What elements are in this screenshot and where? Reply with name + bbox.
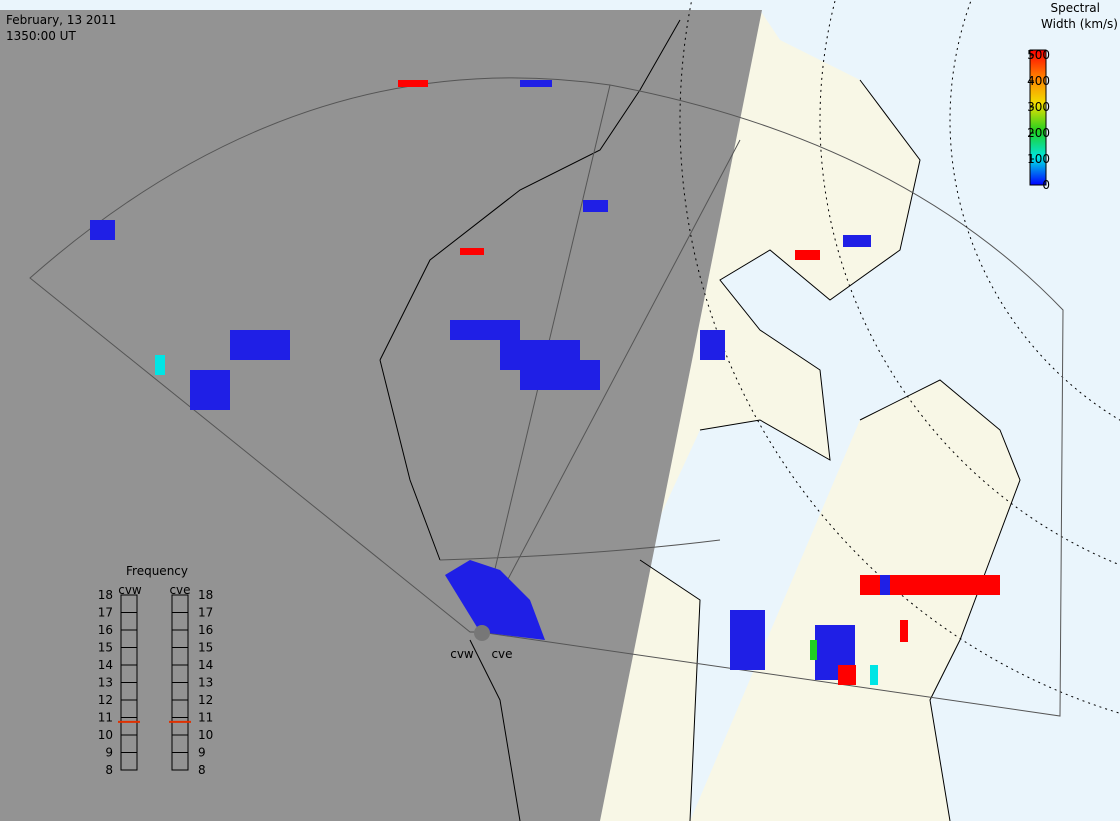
time-label: 1350:00 UT: [6, 29, 76, 43]
colorbar: [1029, 49, 1047, 186]
frequency-tick-label: 16: [198, 623, 213, 637]
frequency-tick-label: 11: [198, 711, 213, 725]
frequency-tick-label: 12: [98, 693, 113, 707]
station-marker: [474, 625, 490, 641]
frequency-tick-label: 14: [98, 658, 113, 672]
colorbar-tick-label: 500: [1027, 48, 1050, 62]
colorbar-title: Width (km/s): [1041, 17, 1118, 31]
frequency-tick-label: 18: [198, 588, 213, 602]
station-label: cve: [491, 647, 512, 661]
land-east: [690, 380, 1020, 821]
colorbar-tick-label: 300: [1027, 100, 1050, 114]
frequency-tick-label: 15: [98, 641, 113, 655]
frequency-tick-label: 14: [198, 658, 213, 672]
frequency-tick-label: 17: [198, 606, 213, 620]
colorbar-tick-label: 200: [1027, 126, 1050, 140]
frequency-title: Frequency: [126, 564, 188, 578]
frequency-tick-label: 9: [198, 746, 206, 760]
radar-name: cve: [169, 583, 190, 597]
frequency-tick-label: 15: [198, 641, 213, 655]
date-label: February, 13 2011: [6, 13, 116, 27]
frequency-tick-label: 11: [98, 711, 113, 725]
frequency-tick-label: 13: [98, 676, 113, 690]
frequency-tick-label: 13: [198, 676, 213, 690]
radar-cells: [90, 80, 1000, 685]
frequency-tick-label: 17: [98, 606, 113, 620]
frequency-tick-label: 12: [198, 693, 213, 707]
night-shade: [0, 10, 762, 821]
frequency-tick-label: 10: [198, 728, 213, 742]
frequency-tick-label: 8: [198, 763, 206, 777]
frequency-tick-label: 9: [105, 746, 113, 760]
radar-name: cvw: [118, 583, 142, 597]
station-label: cvw: [450, 647, 474, 661]
colorbar-tick-label: 400: [1027, 74, 1050, 88]
frequency-tick-label: 8: [105, 763, 113, 777]
latitude-circles: [679, 0, 1120, 714]
colorbar-tick-label: 0: [1042, 178, 1050, 192]
frequency-tick-label: 10: [98, 728, 113, 742]
frequency-tick-label: 18: [98, 588, 113, 602]
frequency-tick-label: 16: [98, 623, 113, 637]
coastline: [379, 19, 1021, 821]
colorbar-tick-label: 100: [1027, 152, 1050, 166]
colorbar-title: Spectral: [1050, 1, 1100, 15]
